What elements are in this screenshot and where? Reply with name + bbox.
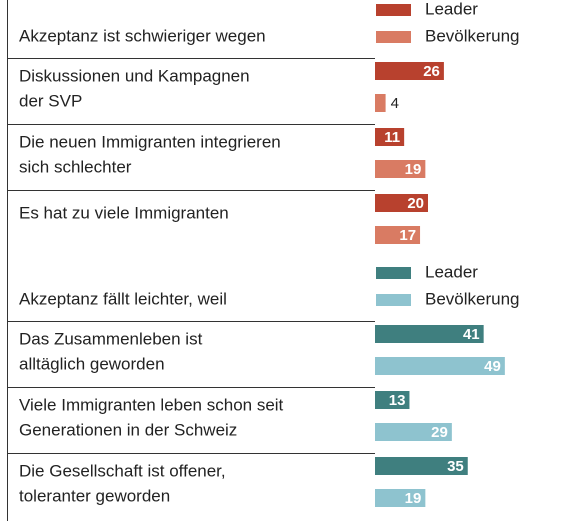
bar [375,194,428,212]
category-label: Generationen in der Schweiz [19,420,237,439]
bar [375,325,484,343]
value-label: 17 [399,227,416,244]
value-label: 11 [384,129,400,146]
category-label: Diskussionen und Kampagnen [19,66,250,85]
category-label: toleranter geworden [19,486,170,505]
category-label: sich schlechter [19,157,132,176]
value-label: 19 [405,490,422,507]
bar [375,226,421,244]
legend-label: Bevölkerung [425,289,520,308]
legend-label: Leader [425,0,478,18]
bar [375,62,444,80]
category-label: alltäglich geworden [19,354,165,373]
legend-swatch [376,31,411,43]
bar [375,457,468,475]
bar [375,160,426,178]
value-label: 29 [431,424,448,441]
category-label: Es hat zu viele Immigranten [19,203,229,222]
value-label: 49 [484,358,501,375]
bar [375,128,405,146]
value-label: 19 [405,161,422,178]
bar [375,94,386,112]
value-label: 20 [407,195,424,212]
category-label: Viele Immigranten leben schon seit [19,395,284,414]
category-label: Das Zusammenleben ist [19,329,203,348]
category-label: Die Gesellschaft ist offener, [19,461,226,480]
bar [375,391,410,409]
legend-label: Leader [425,262,478,281]
value-label: 4 [391,95,399,112]
section-title: Akzeptanz ist schwieriger wegen [19,26,266,45]
legend-label: Bevölkerung [425,26,520,45]
bar [375,357,505,375]
section-title: Akzeptanz fällt leichter, weil [19,289,227,308]
value-label: 13 [389,392,406,409]
value-label: 35 [447,458,464,475]
value-label: 41 [463,326,480,343]
bar [375,489,426,507]
legend-swatch [376,4,411,16]
category-label: Die neuen Immigranten integrieren [19,132,281,151]
legend-swatch [376,267,411,279]
legend-swatch [376,294,411,306]
category-label: der SVP [19,91,82,110]
value-label: 26 [423,63,440,80]
bar [375,423,452,441]
